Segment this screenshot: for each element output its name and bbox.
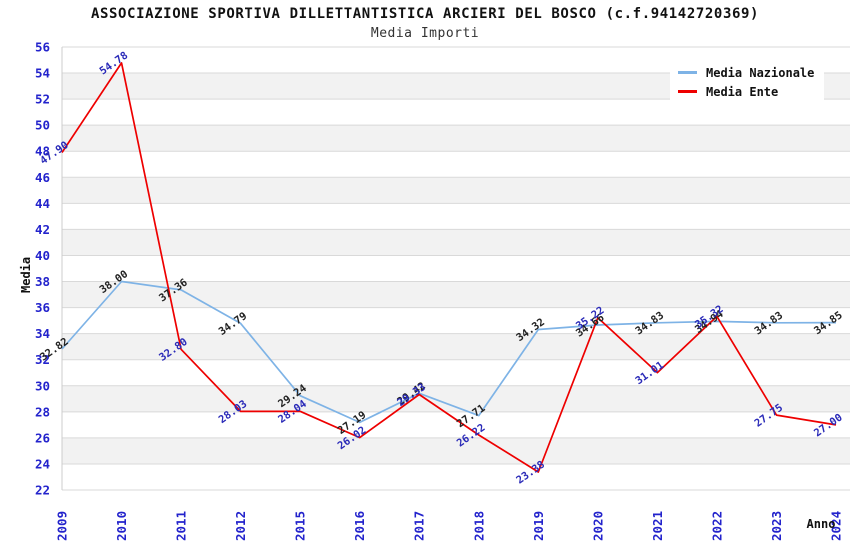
y-axis-tick-label: 38 bbox=[35, 274, 50, 289]
plot-band bbox=[62, 203, 850, 230]
y-axis-tick-label: 24 bbox=[35, 456, 50, 471]
chart-title: ASSOCIAZIONE SPORTIVA DILLETTANTISTICA A… bbox=[90, 6, 760, 22]
plot-band bbox=[62, 229, 850, 256]
legend-item-media-ente: Media Ente bbox=[678, 82, 814, 101]
plot-band bbox=[62, 255, 850, 282]
legend-swatch-media-ente bbox=[678, 90, 697, 93]
legend-label-media-ente: Media Ente bbox=[706, 84, 779, 99]
plot-band bbox=[62, 463, 850, 490]
plot-band bbox=[62, 437, 850, 464]
x-axis-title: Anno bbox=[807, 517, 836, 531]
x-axis-tick-label: 2021 bbox=[650, 511, 665, 541]
x-axis-tick-label: 2019 bbox=[531, 511, 546, 541]
plot-band bbox=[62, 177, 850, 204]
y-axis-tick-label: 28 bbox=[35, 404, 50, 419]
y-axis-tick-label: 30 bbox=[35, 378, 50, 393]
plot-band bbox=[62, 359, 850, 386]
y-axis-tick-label: 54 bbox=[35, 66, 50, 81]
y-axis-title: Media bbox=[19, 257, 33, 293]
x-axis-tick-label: 2024 bbox=[829, 511, 844, 541]
plot-band bbox=[62, 281, 850, 308]
x-axis-tick-label: 2023 bbox=[769, 511, 784, 541]
series-line-media-ente bbox=[61, 62, 837, 473]
x-axis-tick-label: 2010 bbox=[114, 511, 129, 541]
y-axis-tick-label: 46 bbox=[35, 170, 50, 185]
plot-band bbox=[62, 151, 850, 178]
x-axis-tick-label: 2020 bbox=[590, 511, 605, 541]
series-line-media-nazionale bbox=[61, 280, 837, 424]
legend: Media Nazionale Media Ente bbox=[670, 57, 825, 109]
x-axis-tick-label: 2012 bbox=[233, 511, 248, 541]
x-axis-tick-label: 2011 bbox=[174, 511, 189, 541]
legend-swatch-media-nazionale bbox=[678, 71, 697, 74]
y-axis-tick-label: 56 bbox=[35, 40, 50, 55]
x-axis-tick-label: 2022 bbox=[709, 511, 724, 541]
y-axis-tick-label: 34 bbox=[35, 326, 50, 341]
y-axis-tick-label: 48 bbox=[35, 144, 50, 159]
legend-label-media-nazionale: Media Nazionale bbox=[706, 65, 815, 80]
y-axis-tick-label: 50 bbox=[35, 118, 50, 133]
plot-band bbox=[62, 411, 850, 438]
x-axis-tick-label: 2015 bbox=[293, 511, 308, 541]
x-axis-tick-label: 2018 bbox=[471, 511, 486, 541]
x-axis-tick-label: 2009 bbox=[55, 511, 70, 541]
y-axis-tick-label: 22 bbox=[35, 483, 50, 498]
x-axis-tick-label: 2016 bbox=[352, 511, 367, 541]
y-axis-tick-label: 44 bbox=[35, 196, 50, 211]
y-axis-tick-label: 26 bbox=[35, 430, 50, 445]
y-axis-tick-label: 42 bbox=[35, 222, 50, 237]
chart-subtitle: Media Importi bbox=[370, 26, 480, 41]
plot-band bbox=[62, 125, 850, 152]
y-axis-tick-label: 52 bbox=[35, 92, 50, 107]
plot-band bbox=[62, 333, 850, 360]
x-axis-tick-label: 2017 bbox=[412, 511, 427, 541]
y-axis-tick-label: 36 bbox=[35, 300, 50, 315]
plot-band bbox=[62, 307, 850, 334]
y-axis-tick-label: 32 bbox=[35, 352, 50, 367]
y-axis-tick-label: 40 bbox=[35, 248, 50, 263]
legend-item-media-nazionale: Media Nazionale bbox=[678, 63, 814, 82]
